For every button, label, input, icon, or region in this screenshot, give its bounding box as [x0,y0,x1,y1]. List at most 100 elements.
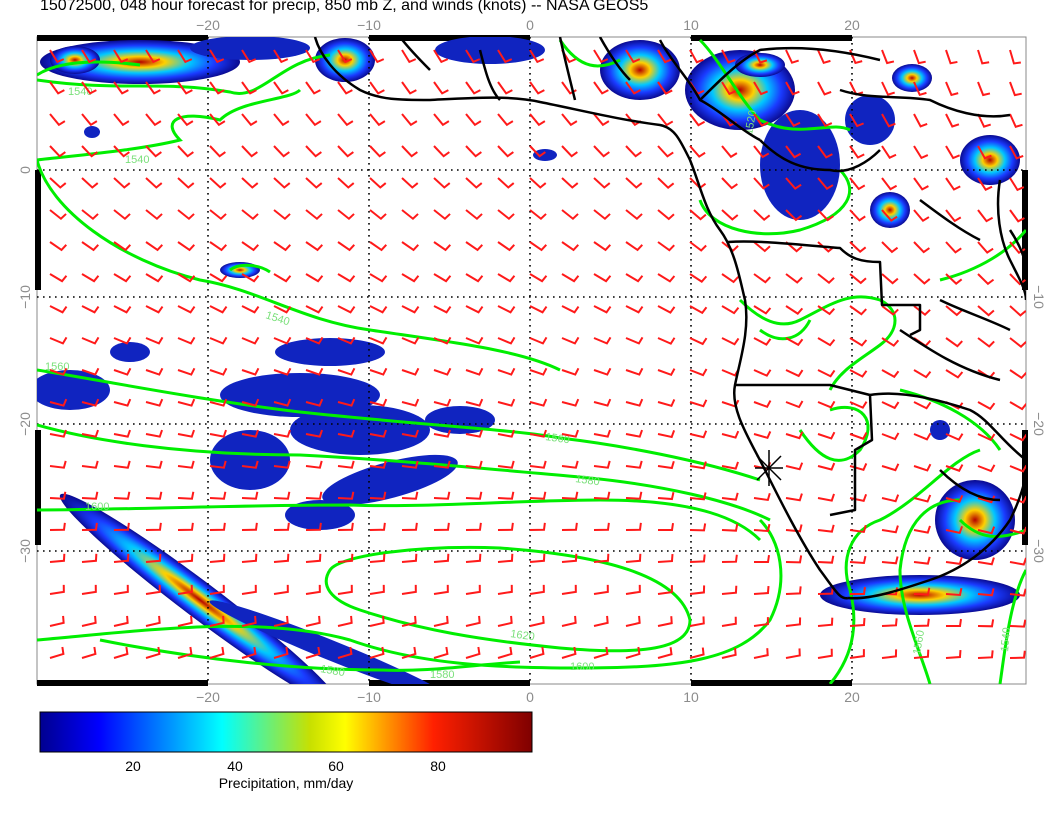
wind-barb [81,491,99,500]
wind-barb [145,615,161,627]
wind-barb [497,113,514,127]
wind-barb [497,460,515,469]
wind-barb [657,554,674,563]
wind-barb [433,305,452,314]
wind-barb [785,524,803,533]
wind-barb [177,336,196,345]
contour-label: 1540 [999,627,1013,652]
coastlines [313,37,1026,600]
wind-barb [497,81,513,95]
wind-barb [529,209,547,221]
wind-barb [369,305,388,314]
wind-barb [465,553,482,563]
wind-barb [49,491,67,500]
wind-barb [177,429,195,438]
wind-barb [657,145,674,158]
wind-barb [209,646,225,659]
wind-barb [337,81,353,95]
wind-barb [913,241,930,254]
wind-barb [49,305,68,314]
wind-barb [369,615,385,627]
wind-barb [945,113,960,128]
wind-barb [913,145,929,160]
wind-barb [977,588,995,597]
wind-barb [785,555,803,564]
wind-barb [465,615,481,627]
colorbar-tick: 60 [328,758,344,774]
wind-barb [305,460,323,469]
wind-barb [433,553,450,563]
wind-barb [433,491,451,500]
wind-barb [401,584,417,595]
wind-barb [305,49,321,64]
contour-line [99,638,521,672]
wind-barb [945,618,962,627]
wind-barb [337,305,356,314]
wind-barb [689,461,707,470]
wind-barb [625,429,643,438]
wind-barb [817,524,835,533]
wind-barb [593,491,611,500]
wind-barb [945,587,963,597]
wind-barb [561,398,580,407]
wind-barb [817,177,834,191]
wind-barb [529,460,547,469]
wind-barb [529,491,547,500]
wind-barb [337,49,353,64]
wind-barb [529,553,546,563]
border [759,139,881,173]
wind-barb [337,241,356,252]
wind-barb [49,615,65,627]
wind-barb [241,305,260,314]
colorbar: 20 40 60 80 [39,711,533,774]
wind-barb [465,336,484,345]
wind-barb [977,305,995,317]
precip-cell [935,480,1015,560]
wind-barb [433,336,452,345]
wind-barb [689,113,706,127]
wind-barb [305,584,321,595]
wind-barb [593,305,612,314]
border [399,37,431,71]
wind-barb [497,584,513,595]
wind-barb [689,209,707,221]
wind-barb [689,616,705,627]
wind-barb [81,305,100,314]
wind-barb [657,491,675,501]
wind-barb [977,177,993,191]
wind-barb [977,433,996,442]
wind-barb [721,461,739,470]
wind-barb [497,336,516,345]
wind-barb [561,273,580,283]
wind-barb [209,177,227,189]
wind-barb [721,241,739,253]
wind-barb [81,646,97,659]
wind-barb [273,584,289,595]
wind-barb [369,81,385,95]
wind-barb [849,305,867,316]
lon-tick: 20 [844,689,860,705]
wind-barb [497,49,513,64]
wind-barb [177,584,193,595]
wind-barb [529,522,546,531]
wind-barb [369,336,388,345]
wind-barb [529,429,547,438]
wind-barb [913,177,929,191]
wind-barb [785,617,802,627]
wind-barb [529,177,547,189]
wind-barb [753,523,771,533]
wind-barb [1009,49,1021,65]
wind-barb [113,460,131,469]
wind-barb [849,432,868,440]
wind-barb [1009,113,1023,128]
wind-barb [49,113,66,127]
wind-barb [497,491,515,500]
wind-barb [913,113,928,128]
wind-barb [401,177,419,189]
border [598,37,631,81]
wind-barb [849,401,868,409]
wind-barb [465,113,482,127]
contour-line [698,168,851,236]
wind-barb [241,429,259,438]
wind-barb [721,305,740,315]
